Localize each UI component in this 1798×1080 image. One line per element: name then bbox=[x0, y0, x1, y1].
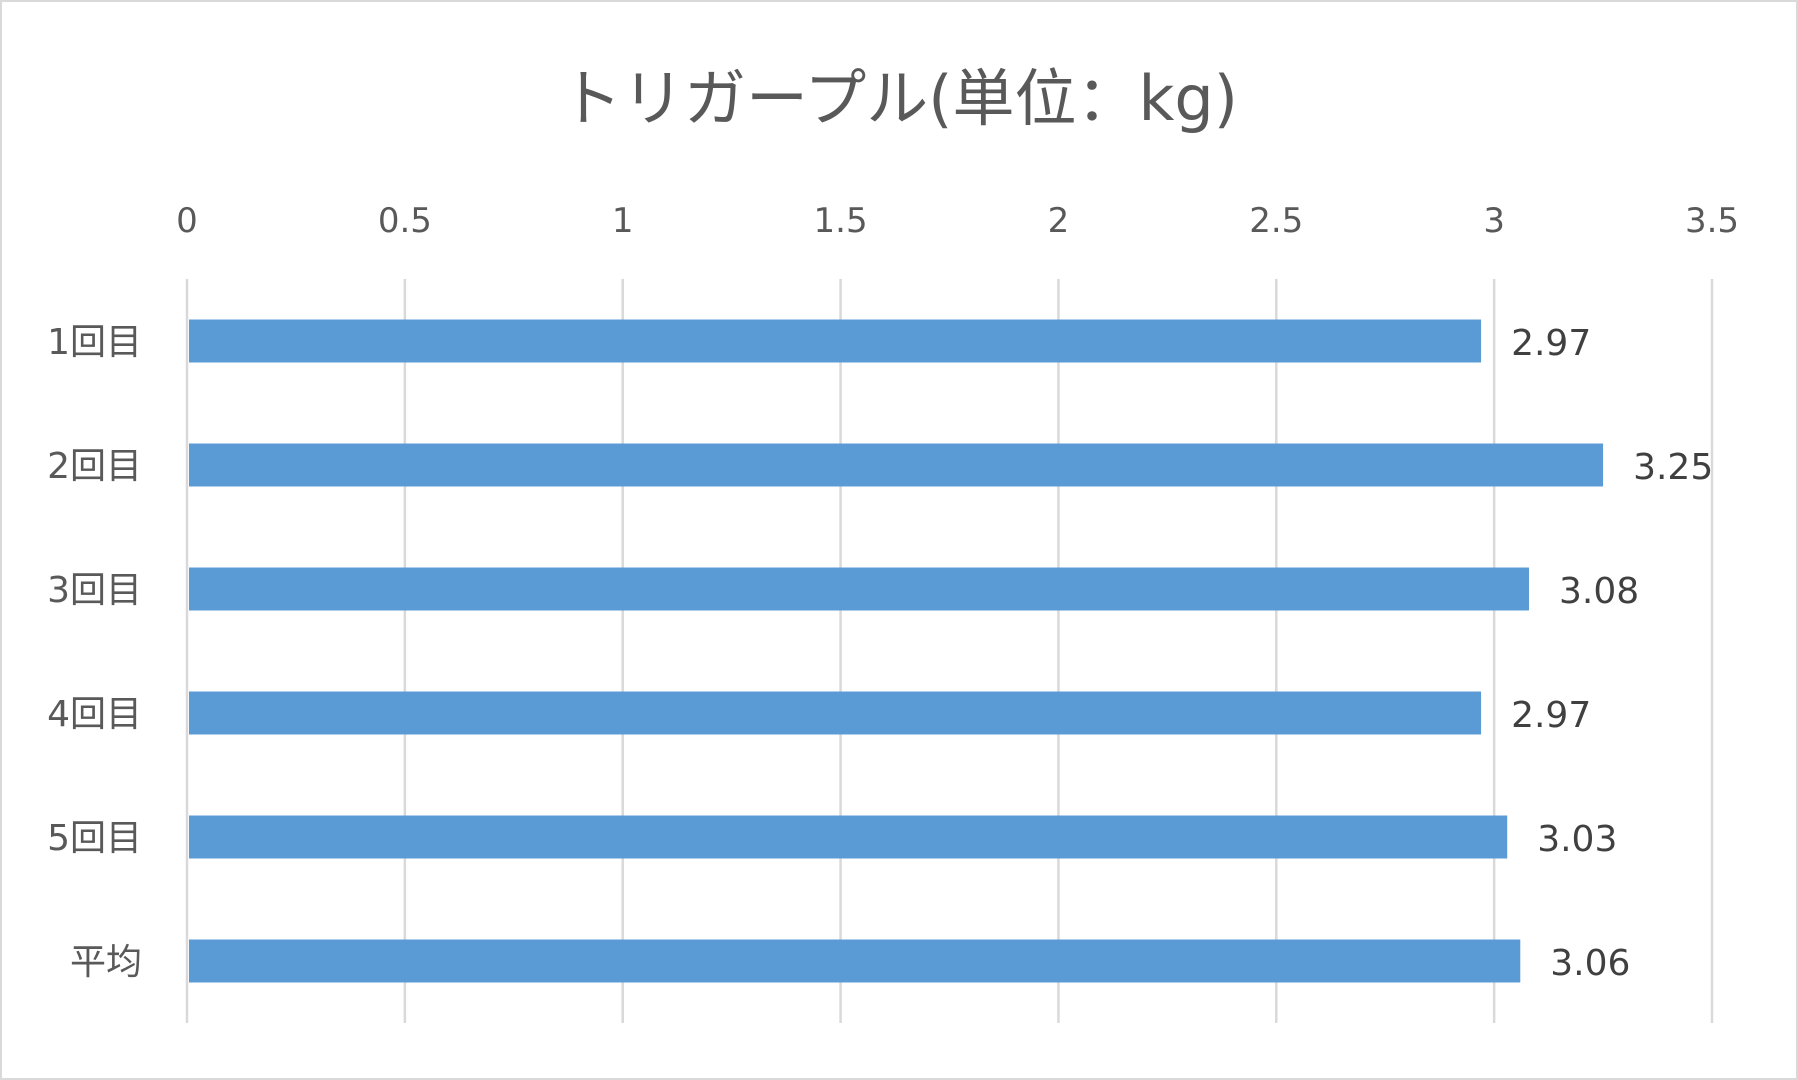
data-label: 2.97 bbox=[1511, 695, 1591, 736]
x-tick-label: 3 bbox=[1483, 201, 1505, 241]
bar bbox=[189, 443, 1604, 487]
data-label: 3.25 bbox=[1633, 447, 1713, 488]
chart-title: トリガープル(単位：kg) bbox=[560, 62, 1238, 135]
y-category-label: 2回目 bbox=[47, 446, 142, 487]
bar bbox=[189, 567, 1529, 611]
x-tick-label: 2 bbox=[1048, 201, 1070, 241]
data-label: 3.03 bbox=[1537, 819, 1617, 860]
bar bbox=[189, 815, 1508, 859]
y-category-label: 4回目 bbox=[47, 694, 142, 735]
y-category-label: 平均 bbox=[70, 942, 142, 983]
y-category-label: 1回目 bbox=[47, 322, 142, 363]
data-label: 2.97 bbox=[1511, 323, 1591, 364]
x-tick-label: 0 bbox=[176, 201, 198, 241]
x-tick-label: 3.5 bbox=[1685, 201, 1739, 241]
x-tick-label: 0.5 bbox=[378, 201, 432, 241]
x-tick-label: 1 bbox=[612, 201, 634, 241]
bar bbox=[189, 319, 1482, 363]
bar bbox=[189, 939, 1521, 983]
x-tick-label: 1.5 bbox=[814, 201, 868, 241]
bar bbox=[189, 691, 1482, 735]
y-category-label: 5回目 bbox=[47, 818, 142, 859]
data-label: 3.08 bbox=[1559, 571, 1639, 612]
y-category-label: 3回目 bbox=[47, 570, 142, 611]
x-tick-label: 2.5 bbox=[1249, 201, 1303, 241]
data-label: 3.06 bbox=[1550, 943, 1630, 984]
